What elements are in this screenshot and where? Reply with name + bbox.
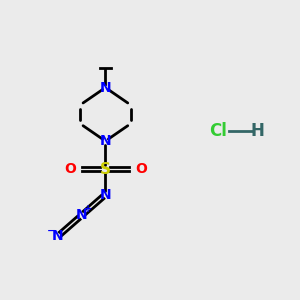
Text: S: S (100, 162, 111, 177)
Text: N: N (76, 208, 88, 222)
Text: H: H (250, 122, 264, 140)
Text: O: O (135, 162, 147, 176)
Text: O: O (64, 162, 76, 176)
Text: N: N (100, 188, 111, 202)
Text: −: − (46, 226, 56, 236)
Text: Cl: Cl (209, 122, 227, 140)
Text: +: + (84, 204, 92, 214)
Text: N: N (100, 134, 111, 148)
Text: N: N (100, 81, 111, 94)
Text: N: N (52, 229, 64, 243)
